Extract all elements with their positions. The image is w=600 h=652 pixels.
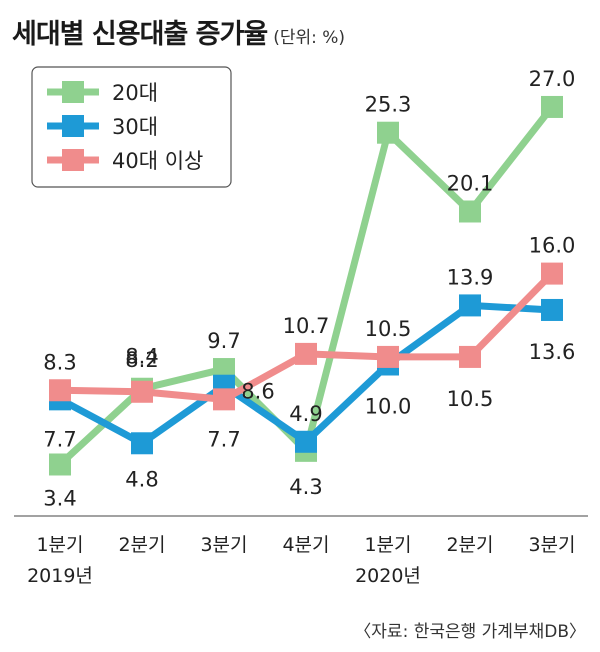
x-tick-label: 4분기 — [282, 534, 329, 556]
x-tick-label: 1분기 — [36, 534, 83, 556]
data-label: 20.1 — [447, 171, 494, 195]
data-point-marker — [541, 262, 563, 285]
data-point-marker — [377, 121, 399, 144]
data-point-marker — [459, 294, 481, 317]
source-note: 〈자료: 한국은행 가계부채DB〉 — [354, 622, 586, 642]
legend-label: 20대 — [112, 81, 158, 105]
data-label: 27.0 — [529, 67, 576, 91]
data-point-marker — [131, 432, 153, 455]
data-point-marker — [49, 453, 71, 476]
legend-marker — [62, 81, 84, 103]
legend-marker — [62, 115, 84, 137]
data-label: 9.7 — [207, 329, 240, 353]
data-label: 25.3 — [365, 93, 412, 117]
data-label: 16.0 — [529, 234, 576, 258]
legend-marker — [62, 149, 84, 171]
data-label: 10.0 — [365, 395, 412, 419]
data-point-marker — [131, 380, 153, 403]
data-label: 4.8 — [125, 467, 158, 491]
data-point-marker — [459, 200, 481, 223]
x-tick-label: 3분기 — [200, 534, 247, 556]
legend-label: 40대 이상 — [112, 149, 203, 173]
data-point-marker — [295, 342, 317, 365]
title-row: 세대별 신용대출 증가율 (단위: %) — [12, 12, 345, 51]
data-label: 13.9 — [447, 265, 494, 289]
data-point-marker — [459, 345, 481, 368]
data-label: 4.3 — [289, 475, 322, 499]
chart-title: 세대별 신용대출 증가율 — [12, 19, 268, 50]
x-tick-label: 1분기 — [364, 534, 411, 556]
data-label: 8.6 — [241, 380, 274, 404]
x-tick-year-label: 2020년 — [355, 565, 421, 587]
legend-label: 30대 — [112, 115, 158, 139]
data-label: 10.5 — [365, 317, 412, 341]
data-label: 10.5 — [447, 387, 494, 411]
x-tick-label: 2분기 — [118, 534, 165, 556]
data-label: 8.2 — [125, 348, 158, 372]
data-label: 4.9 — [289, 402, 322, 426]
data-label: 10.7 — [283, 314, 330, 338]
data-point-marker — [541, 298, 563, 321]
data-point-marker — [377, 345, 399, 368]
x-tick-label: 2분기 — [446, 534, 493, 556]
data-label: 7.7 — [43, 427, 76, 451]
data-label: 8.3 — [43, 350, 76, 374]
unit-label: (단위: %) — [273, 28, 346, 48]
data-label: 3.4 — [43, 486, 76, 510]
data-label: 7.7 — [207, 427, 240, 451]
data-label: 8.4 — [125, 345, 158, 369]
data-point-marker — [213, 388, 235, 411]
x-tick-label: 3분기 — [528, 534, 575, 556]
data-point-marker — [541, 95, 563, 118]
data-label: 13.6 — [529, 340, 576, 364]
x-tick-year-label: 2019년 — [27, 565, 93, 587]
data-point-marker — [295, 430, 317, 453]
data-point-marker — [213, 358, 235, 381]
data-point-marker — [49, 379, 71, 402]
